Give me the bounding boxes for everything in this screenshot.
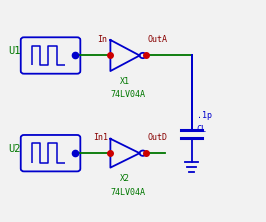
Text: In: In (97, 35, 107, 44)
Text: X1: X1 (120, 77, 130, 86)
Text: In1: In1 (93, 133, 108, 142)
Text: X2: X2 (120, 174, 130, 183)
Text: OutA: OutA (148, 35, 168, 44)
Text: .1p: .1p (197, 111, 212, 120)
Text: U1: U1 (8, 46, 20, 56)
Text: 74LV04A: 74LV04A (110, 90, 146, 99)
Text: U2: U2 (8, 144, 20, 154)
Text: OutD: OutD (148, 133, 168, 142)
Text: CL: CL (197, 125, 207, 135)
Text: 74LV04A: 74LV04A (110, 188, 146, 197)
